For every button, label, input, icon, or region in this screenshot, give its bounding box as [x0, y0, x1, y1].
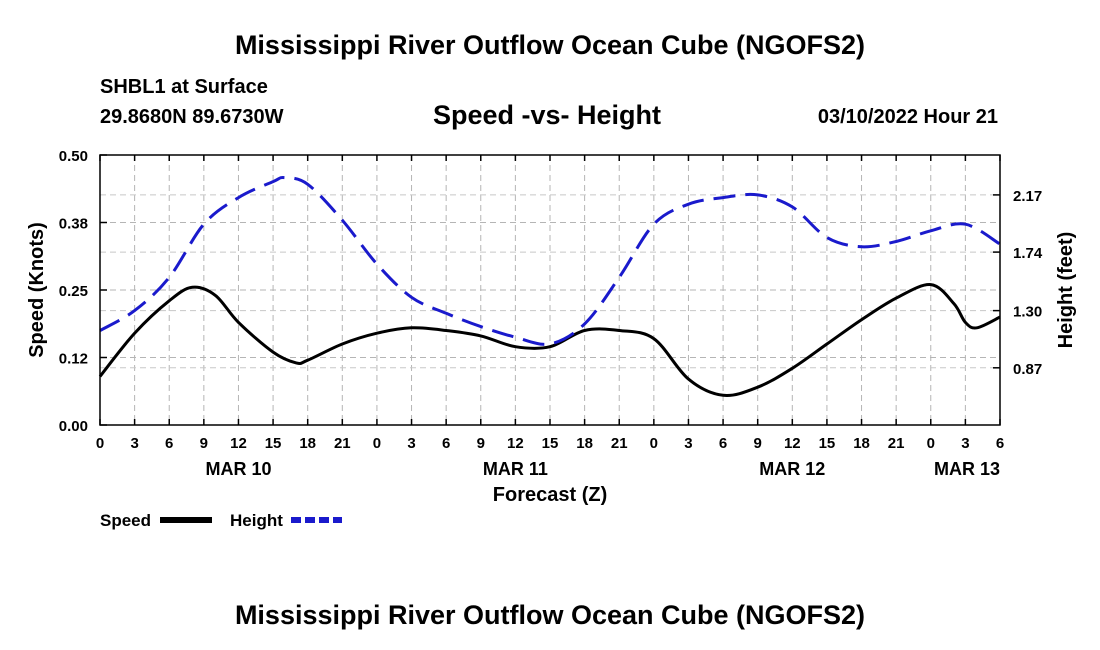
y2-tick-label: 1.74 — [1013, 245, 1043, 262]
x-tick-label: 9 — [200, 435, 208, 452]
forecast-timestamp: 03/10/2022 Hour 21 — [817, 106, 998, 128]
x-tick-label: 12 — [784, 435, 801, 452]
series-lines — [98, 176, 1001, 398]
y2-axis-title: Height (feet) — [1055, 232, 1077, 349]
y2-tick-label: 2.17 — [1013, 188, 1042, 205]
x-tick-label: 15 — [265, 435, 282, 452]
station-label: SHBL1 at Surface — [100, 76, 268, 98]
x-tick-label: 3 — [961, 435, 969, 452]
y-tick-label: 0.38 — [59, 216, 88, 233]
x-tick-label: 0 — [927, 435, 935, 452]
x-tick-label: 6 — [165, 435, 173, 452]
station-coordinates: 29.8680N 89.6730W — [100, 106, 284, 128]
legend-label-speed: Speed — [100, 511, 151, 530]
y-tick-label: 0.00 — [59, 418, 88, 435]
axes: 0 3 6 9 12 15 18 21 0 3 6 9 12 15 18 21 0 3 6 9 12 15 18 21 0 3 6 M… — [26, 148, 1077, 506]
x-tick-label: 15 — [819, 435, 836, 452]
x-tick-label: 6 — [442, 435, 450, 452]
chart-subtitle: Speed -vs- Height — [433, 100, 662, 130]
x-tick-label: 18 — [299, 435, 316, 452]
y2-tick-label: 0.87 — [1013, 361, 1042, 378]
x-tick-label: 21 — [611, 435, 628, 452]
x-tick-label: 21 — [334, 435, 351, 452]
second-chart-title: Mississippi River Outflow Ocean Cube (NG… — [234, 600, 866, 630]
y-tick-label: 0.25 — [59, 283, 88, 300]
legend-label-height: Height — [230, 511, 283, 530]
y2-tick-label: 1.30 — [1013, 304, 1042, 321]
y-tick-label: 0.12 — [59, 351, 88, 368]
grid-lines — [100, 155, 1000, 425]
x-axis-title: Forecast (Z) — [493, 484, 607, 506]
x-tick-label: 9 — [477, 435, 485, 452]
y-axis-title: Speed (Knots) — [26, 222, 48, 358]
x-tick-label: 0 — [373, 435, 381, 452]
x-date-label: MAR 11 — [483, 459, 548, 479]
y-tick-label: 0.50 — [59, 148, 88, 165]
x-tick-label: 3 — [407, 435, 415, 452]
x-tick-label: 9 — [754, 435, 762, 452]
x-date-label: MAR 12 — [759, 459, 825, 479]
x-tick-label: 3 — [130, 435, 138, 452]
x-tick-label: 12 — [230, 435, 247, 452]
x-tick-label: 0 — [96, 435, 104, 452]
x-date-label: MAR 13 — [934, 459, 1000, 479]
x-tick-label: 21 — [888, 435, 905, 452]
x-tick-label: 18 — [853, 435, 870, 452]
x-tick-label: 3 — [684, 435, 692, 452]
x-date-label: MAR 10 — [205, 459, 271, 479]
x-tick-label: 6 — [996, 435, 1004, 452]
x-tick-label: 12 — [507, 435, 524, 452]
height-line — [99, 176, 1001, 346]
x-tick-label: 18 — [576, 435, 593, 452]
x-tick-label: 0 — [650, 435, 658, 452]
x-tick-label: 6 — [719, 435, 727, 452]
x-tick-label: 15 — [542, 435, 559, 452]
legend: Speed Height — [100, 511, 342, 530]
chart-title: Mississippi River Outflow Ocean Cube (NG… — [234, 30, 866, 60]
speed-line — [98, 283, 1001, 398]
